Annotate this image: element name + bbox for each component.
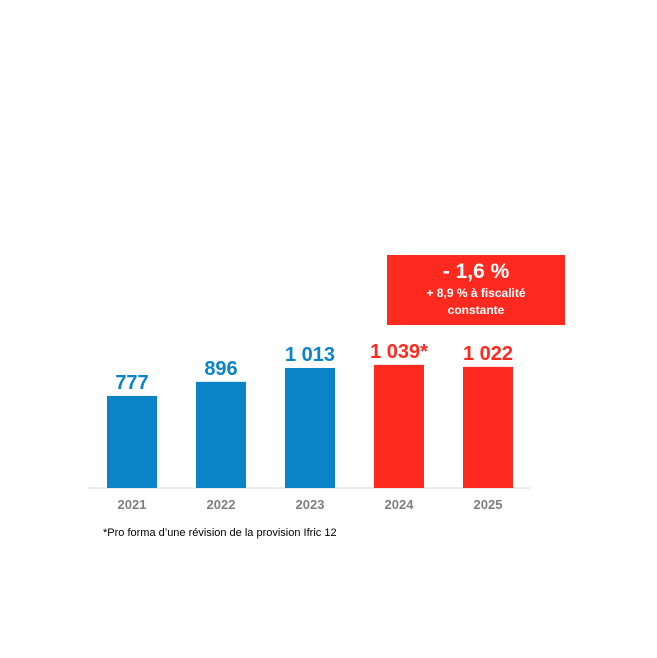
tick-label-2024: 2024 — [385, 497, 415, 512]
footnote: *Pro forma d’une révision de la provisio… — [103, 527, 337, 539]
tick-label-2021: 2021 — [118, 497, 147, 512]
value-label-2024: 1 039* — [370, 341, 428, 363]
tick-label-2022: 2022 — [207, 497, 236, 512]
bar-2021 — [107, 395, 157, 488]
tick-label-2023: 2023 — [296, 497, 325, 512]
variation-callout: - 1,6 % + 8,9 % à fiscalité constante — [387, 255, 565, 325]
value-label-2021: 777 — [115, 372, 148, 394]
value-label-2025: 1 022 — [463, 343, 513, 365]
value-labels-group: 777 896 1 013 1 039* 1 022 — [115, 341, 513, 394]
bar-2025 — [463, 366, 513, 488]
callout-main-value: - 1,6 % — [442, 260, 510, 283]
bar-2022 — [196, 381, 246, 488]
tick-label-2025: 2025 — [474, 497, 503, 512]
bars-group — [107, 364, 513, 488]
callout-subtext: + 8,9 % à fiscalité constante — [426, 286, 526, 317]
value-label-2023: 1 013 — [285, 344, 335, 366]
bar-2023 — [285, 367, 335, 488]
value-label-2022: 896 — [204, 358, 237, 380]
bar-2024 — [374, 364, 424, 488]
tick-labels-group: 2021 2022 2023 2024 2025 — [118, 497, 503, 512]
